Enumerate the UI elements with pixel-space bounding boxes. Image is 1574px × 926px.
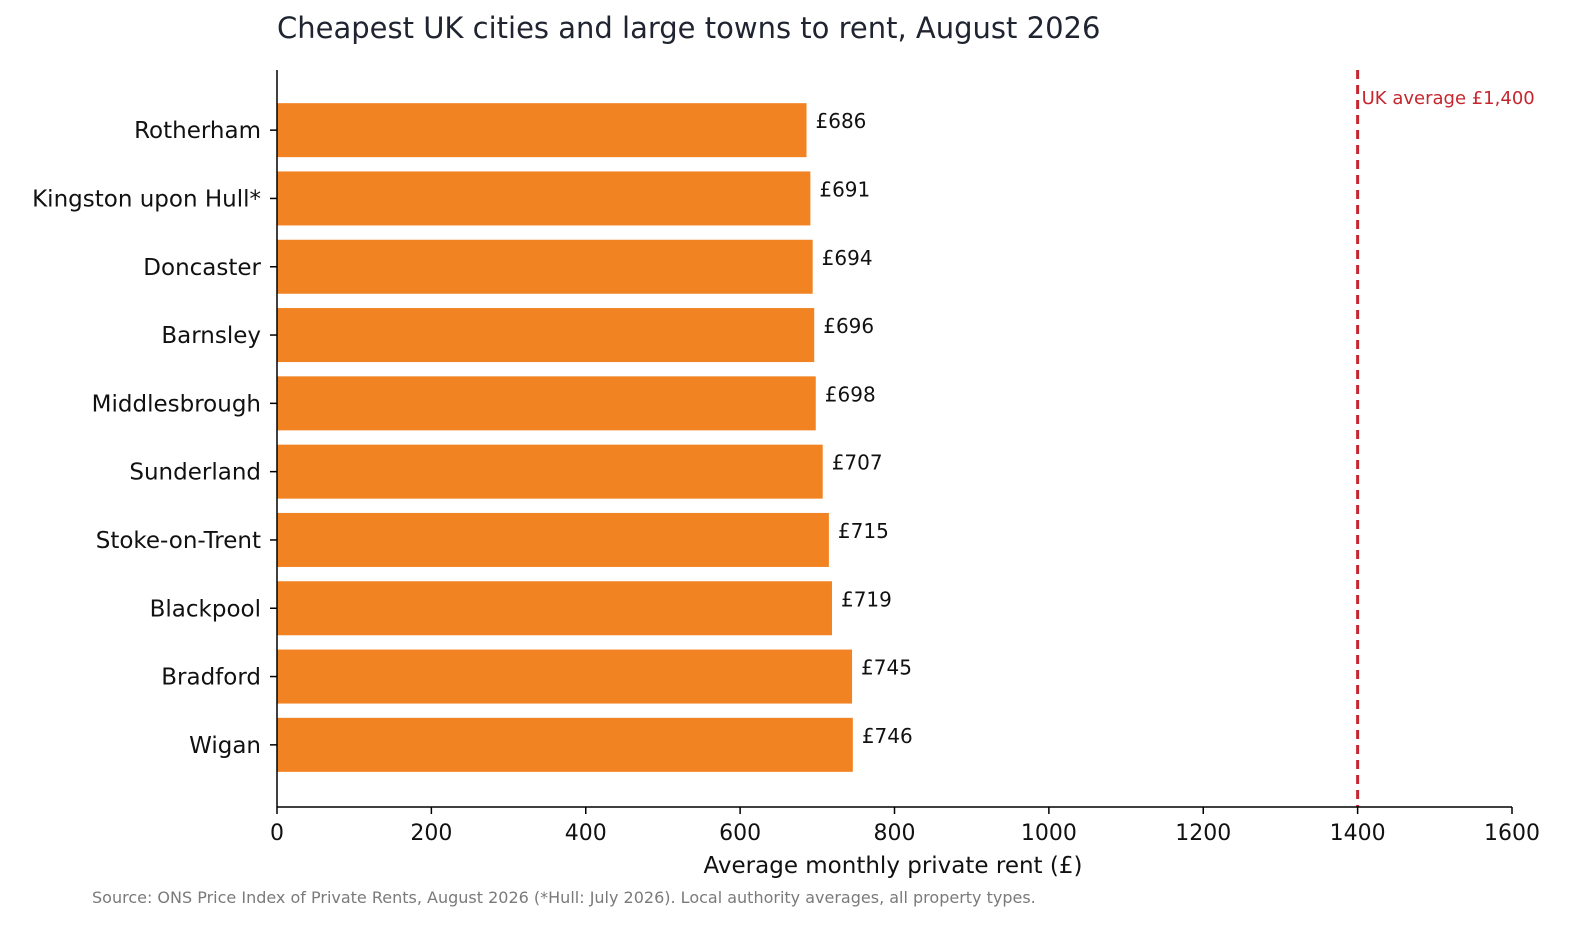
reference-line-label: UK average £1,400 [1362,88,1535,109]
source-note: Source: ONS Price Index of Private Rents… [92,888,1036,907]
x-tick-label: 200 [410,821,452,846]
x-tick-label: 1200 [1175,821,1231,846]
category-label: Stoke-on-Trent [96,528,261,554]
bar [277,717,853,772]
bar [277,444,823,499]
category-label: Doncaster [143,255,261,281]
value-label: £691 [819,177,870,201]
bar [277,581,832,636]
category-label: Barnsley [161,323,261,349]
x-ticks: 0 200 400 600 800 1000 1200 1400 1600 [270,807,1540,846]
bar [277,171,811,226]
reference-line-group: UK average £1,400 [1356,70,1535,807]
x-tick-label: 1000 [1021,821,1077,846]
value-label: £719 [841,587,892,611]
category-labels: Rotherham Kingston upon Hull* Doncaster Bar… [32,118,261,759]
value-label: £686 [816,109,867,133]
value-label: £694 [822,246,873,270]
value-label: £696 [823,314,874,338]
value-label: £745 [861,656,912,680]
category-label: Wigan [189,733,261,759]
x-tick-label: 400 [565,821,607,846]
value-label: £715 [838,519,889,543]
value-labels: £686 £691 £694 £696 £698 £707 £715 £719 £745 £746 [816,109,913,748]
bar [277,649,853,704]
category-label: Blackpool [150,596,261,622]
chart-title: Cheapest UK cities and large towns to re… [277,11,1100,45]
x-tick-label: 800 [874,821,916,846]
bar [277,512,829,567]
x-axis-title: Average monthly private rent (£) [704,853,1083,879]
bars [277,103,853,772]
category-label: Kingston upon Hull* [32,186,261,212]
category-label: Rotherham [134,118,261,144]
x-tick-label: 1600 [1484,821,1540,846]
value-label: £707 [832,451,883,475]
category-label: Middlesbrough [92,391,261,417]
value-label: £698 [825,382,876,406]
bar [277,103,807,158]
category-label: Sunderland [129,460,261,486]
category-label: Bradford [161,665,261,691]
x-tick-label: 1400 [1330,821,1386,846]
value-label: £746 [862,724,913,748]
bar [277,239,813,294]
x-tick-label: 0 [270,821,284,846]
bar [277,308,815,363]
x-tick-label: 600 [719,821,761,846]
bar [277,376,816,431]
